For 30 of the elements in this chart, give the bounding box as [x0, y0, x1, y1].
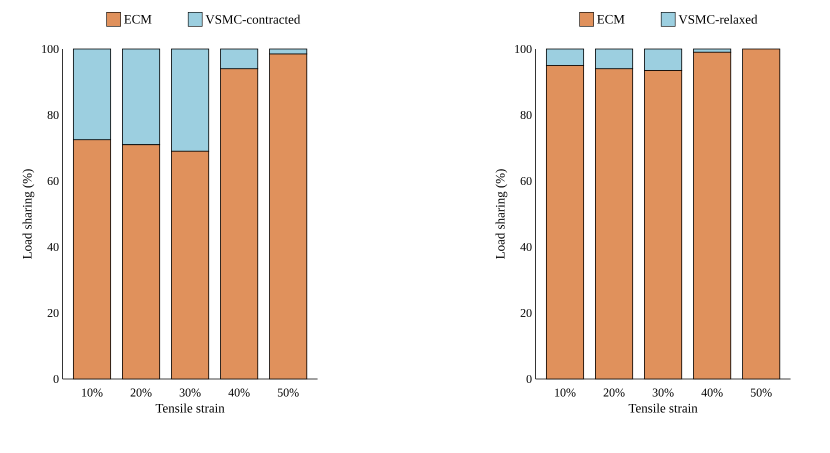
- y-tick-label: 80: [48, 110, 59, 120]
- x-tick-label: 20%: [604, 388, 625, 397]
- x-axis-title: Tensile strain: [156, 403, 225, 413]
- legend-label: VSMC-contracted: [206, 14, 300, 24]
- x-tick-label: 50%: [278, 388, 299, 397]
- y-tick-label: 60: [48, 176, 59, 186]
- y-tick-label: 20: [48, 308, 59, 318]
- y-axis-title: Load sharing (%): [496, 169, 508, 259]
- x-tick-label: 30%: [180, 388, 201, 397]
- x-tick-label: 10%: [82, 388, 103, 397]
- y-tick-label: 40: [520, 242, 532, 252]
- x-tick-label: 40%: [228, 388, 250, 397]
- y-tick-label: 40: [47, 242, 59, 252]
- x-tick-label: 50%: [750, 388, 772, 397]
- x-axis-title: Tensile strain: [628, 403, 698, 413]
- y-tick-label: 0: [526, 374, 532, 384]
- x-tick-label: 40%: [701, 388, 723, 397]
- y-tick-label: 100: [515, 44, 532, 54]
- x-tick-label: 10%: [555, 388, 576, 397]
- x-tick-label: 20%: [130, 388, 152, 397]
- y-axis-title: Load sharing (%): [22, 169, 34, 259]
- y-tick-label: 60: [520, 176, 532, 186]
- legend-label: ECM: [124, 14, 152, 24]
- legend-label: ECM: [597, 14, 624, 24]
- legend-label: VSMC-relaxed: [678, 14, 758, 24]
- y-tick-label: 80: [520, 110, 532, 120]
- y-tick-label: 0: [54, 374, 59, 384]
- y-tick-label: 20: [520, 308, 532, 318]
- y-tick-label: 100: [42, 44, 59, 54]
- x-tick-label: 30%: [652, 388, 674, 397]
